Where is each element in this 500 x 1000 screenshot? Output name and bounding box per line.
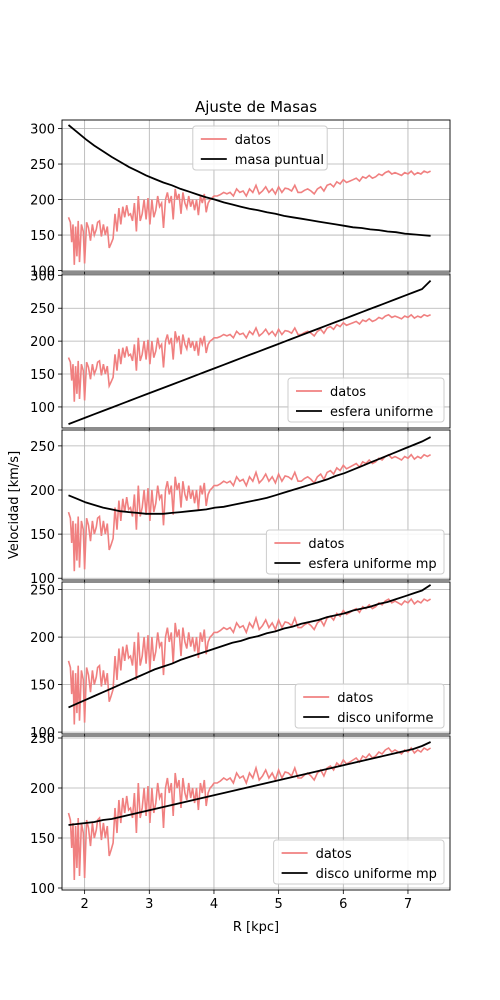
y-tick-label: 200 [30, 335, 55, 350]
y-tick-label: 250 [30, 440, 55, 455]
legend-box [273, 839, 445, 885]
axes-frame [61, 581, 451, 735]
axes-frame [61, 735, 451, 891]
datos-series-line [67, 313, 431, 402]
legend: datos esfera uniforme mp [265, 529, 445, 575]
y-tick-label: 100 [30, 265, 55, 280]
y-tick-label: 300 [30, 269, 55, 284]
y-tick-label: 300 [30, 123, 55, 138]
y-tick-label: 200 [30, 782, 55, 797]
legend-datos-label: datos [316, 847, 352, 862]
chart-title: Ajuste de Masas [195, 98, 317, 116]
x-tick-label: 2 [80, 897, 88, 912]
datos-series-line [67, 746, 432, 881]
y-tick-label: 250 [30, 302, 55, 317]
axes-frame [61, 429, 451, 581]
legend-model-label: disco uniforme mp [316, 867, 437, 882]
legend-model-label: esfera uniforme [330, 405, 433, 420]
x-tick-label: 3 [145, 897, 153, 912]
legend-datos-label: datos [330, 385, 366, 400]
axes-frame [61, 273, 451, 429]
y-tick-label: 100 [30, 572, 55, 587]
x-tick-label: 7 [404, 897, 412, 912]
y-tick-label: 150 [30, 368, 55, 383]
panel-2: 100 150 200 250 300 datos esfera uniforme [30, 269, 451, 432]
x-axis-label: R [kpc] [233, 920, 279, 935]
y-tick-label: 200 [30, 631, 55, 646]
y-tick-label: 250 [30, 158, 55, 173]
legend-model-label: masa puntual [235, 153, 324, 168]
legend: datos esfera uniforme [287, 377, 445, 423]
legend-box [287, 377, 445, 423]
model-series-line [68, 584, 432, 709]
y-tick-label: 100 [30, 401, 55, 416]
x-tick-label: 6 [339, 897, 347, 912]
model-series-line [68, 279, 432, 425]
panel-3: 100 150 200 250 datos esfera uniforme mp [30, 429, 451, 587]
datos-series-line [67, 453, 431, 572]
panel-1: 100 150 200 250 300 datos masa puntual [30, 119, 451, 280]
legend-datos-label: datos [337, 691, 373, 706]
panel-4: 100 150 200 250 datos disco uniforme [30, 581, 451, 741]
y-axis-label: Velocidad [km/s] [7, 451, 22, 559]
model-series-line [67, 124, 431, 237]
legend: datos masa puntual [192, 125, 328, 171]
legend-datos-label: datos [308, 537, 344, 552]
y-tick-label: 100 [30, 882, 55, 897]
y-tick-label: 150 [30, 832, 55, 847]
y-tick-label: 250 [30, 584, 55, 599]
y-tick-label: 150 [30, 229, 55, 244]
legend-model-label: esfera uniforme mp [308, 557, 436, 572]
axes-frame [61, 119, 451, 273]
y-tick-label: 200 [30, 194, 55, 209]
legend-box [265, 529, 445, 575]
datos-series-line [67, 169, 431, 265]
legend-datos-label: datos [235, 133, 271, 148]
x-tick-label: 5 [274, 897, 282, 912]
legend: datos disco uniforme mp [273, 839, 445, 885]
model-series-line [68, 436, 432, 515]
panels: 100 150 200 250 300 datos masa puntual 100 150 20… [30, 119, 451, 912]
y-tick-label: 100 [30, 726, 55, 741]
legend-model-label: disco uniforme [337, 711, 433, 726]
y-tick-label: 200 [30, 484, 55, 499]
y-tick-label: 250 [30, 732, 55, 747]
y-tick-label: 150 [30, 528, 55, 543]
y-tick-label: 150 [30, 679, 55, 694]
legend-box [294, 683, 445, 729]
legend: datos disco uniforme [294, 683, 445, 729]
model-series-line [68, 741, 431, 826]
x-tick-label: 4 [210, 897, 218, 912]
panel-5: 2 3 4 5 6 7 100 150 200 250 datos disco uniforme mp [30, 732, 451, 912]
